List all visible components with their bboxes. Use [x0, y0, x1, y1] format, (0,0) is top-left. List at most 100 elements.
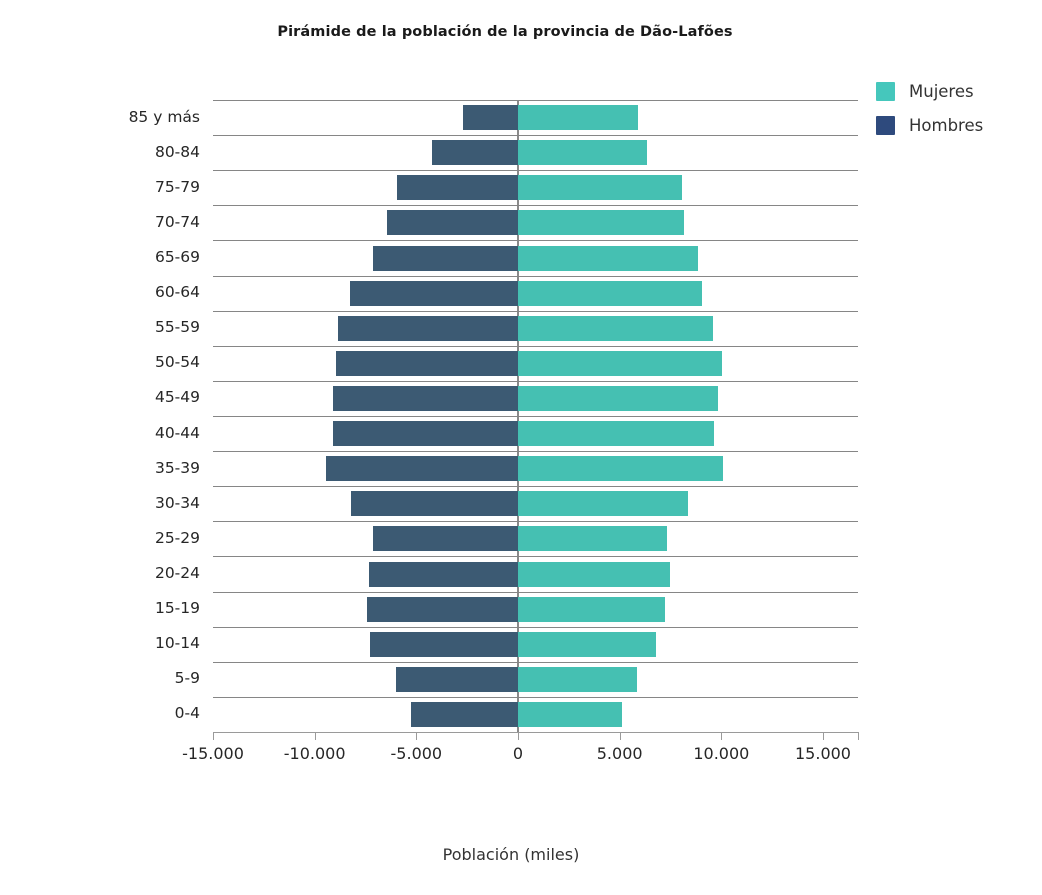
bar-mujeres[interactable] [518, 315, 713, 341]
category-gridline [213, 135, 858, 136]
category-gridline [213, 627, 858, 628]
bar-hombres[interactable] [397, 175, 518, 201]
bar-mujeres[interactable] [518, 245, 698, 271]
bar-hombres[interactable] [338, 315, 518, 341]
bar-hombres[interactable] [431, 140, 518, 166]
bar-hombres[interactable] [373, 526, 518, 552]
y-axis-tick-label: 10-14 [154, 634, 200, 653]
x-axis-tick-label: 5.000 [596, 744, 643, 763]
x-axis-tick [416, 732, 418, 740]
bar-mujeres[interactable] [518, 421, 714, 447]
chart-title: Pirámide de la población de la provincia… [277, 24, 733, 40]
y-axis-tick-label: 75-79 [154, 177, 200, 196]
bar-mujeres[interactable] [518, 526, 668, 552]
y-axis-tick-label: 85 y más [128, 107, 200, 126]
category-gridline [213, 311, 858, 312]
legend-swatch-mujeres [876, 81, 895, 101]
category-gridline [213, 240, 858, 241]
category-gridline [213, 346, 858, 347]
bar-mujeres[interactable] [518, 280, 703, 306]
bar-hombres[interactable] [367, 596, 518, 622]
legend-item-hombres[interactable]: Hombres [876, 108, 1036, 142]
bar-mujeres[interactable] [518, 175, 682, 201]
x-axis-tick [518, 732, 519, 740]
bar-mujeres[interactable] [518, 350, 722, 376]
x-axis-tick [823, 732, 824, 740]
x-axis-tick-label: 10.000 [693, 744, 750, 763]
bar-hombres[interactable] [350, 280, 518, 306]
bar-hombres[interactable] [351, 491, 518, 517]
legend-label-hombres: Hombres [909, 115, 984, 135]
bar-hombres[interactable] [463, 105, 518, 131]
y-axis-tick-label: 25-29 [154, 528, 200, 547]
bar-mujeres[interactable] [518, 666, 637, 692]
bar-hombres[interactable] [332, 421, 518, 447]
y-axis-tick-label: 70-74 [154, 212, 200, 231]
bar-mujeres[interactable] [518, 105, 638, 131]
category-gridline [213, 451, 858, 452]
x-axis-tick-label: 0 [512, 744, 524, 763]
bar-mujeres[interactable] [518, 140, 647, 166]
y-axis-tick-label: 35-39 [154, 458, 200, 477]
legend-label-mujeres: Mujeres [909, 81, 974, 101]
category-gridline [213, 521, 858, 522]
bar-mujeres[interactable] [518, 491, 688, 517]
y-axis-labels: 85 y más 80-84 75-79 70-74 65-69 60-64 55-59 50… [65, 100, 200, 732]
category-gridline [213, 486, 858, 487]
bar-hombres[interactable] [387, 210, 518, 236]
legend-swatch-hombres [876, 115, 895, 135]
x-axis-line [213, 732, 858, 733]
x-axis-tick-label: -15.000 [182, 744, 244, 763]
category-gridline [213, 100, 858, 101]
bar-mujeres[interactable] [518, 385, 719, 411]
y-axis-tick-label: 50-54 [154, 353, 200, 372]
y-axis-tick-label: 45-49 [154, 388, 200, 407]
category-gridline [213, 697, 858, 698]
bar-mujeres[interactable] [518, 456, 723, 482]
category-gridline [213, 592, 858, 593]
x-axis-tick [619, 732, 621, 740]
x-axis-tick-label: -10.000 [283, 744, 346, 763]
y-axis-tick-label: 80-84 [154, 142, 200, 161]
bar-hombres[interactable] [411, 701, 518, 727]
bar-mujeres[interactable] [518, 631, 657, 657]
x-axis-tick [314, 732, 316, 740]
x-axis-tick [721, 732, 723, 740]
x-axis-tick [213, 732, 214, 740]
category-gridline [213, 381, 858, 382]
bar-hombres[interactable] [369, 631, 518, 657]
y-axis-tick-label: 40-44 [154, 423, 200, 442]
legend-item-mujeres[interactable]: Mujeres [876, 74, 1036, 108]
bar-hombres[interactable] [332, 385, 518, 411]
bar-mujeres[interactable] [518, 210, 684, 236]
bar-hombres[interactable] [368, 561, 518, 587]
bar-mujeres[interactable] [518, 701, 623, 727]
y-axis-tick-label: 5-9 [174, 669, 200, 688]
x-axis-tick-label: -5.000 [390, 744, 443, 763]
y-axis-tick-label: 20-24 [154, 564, 200, 582]
category-gridline [213, 276, 858, 277]
category-gridline [213, 170, 858, 171]
bar-mujeres[interactable] [518, 596, 665, 622]
y-axis-tick-label: 60-64 [154, 283, 200, 302]
y-axis-tick-label: 15-19 [154, 599, 200, 618]
category-gridline [213, 662, 858, 663]
category-gridline [213, 205, 858, 206]
category-gridline [213, 556, 858, 557]
bar-hombres[interactable] [336, 350, 518, 376]
y-axis-tick-label: 55-59 [154, 318, 200, 337]
bar-hombres[interactable] [373, 245, 518, 271]
category-gridline [213, 416, 858, 417]
bar-hombres[interactable] [396, 666, 518, 692]
y-axis-tick-label: 65-69 [154, 248, 200, 266]
chart-legend: Mujeres Hombres [876, 74, 1036, 142]
bar-hombres[interactable] [326, 456, 518, 482]
y-axis-tick-label: 30-34 [154, 493, 200, 512]
y-axis-tick-label: 0-4 [174, 704, 200, 723]
bar-mujeres[interactable] [518, 561, 670, 587]
plot-area [213, 100, 858, 733]
x-axis-title: Población (miles) [442, 845, 580, 864]
x-axis-end-cap [858, 732, 859, 740]
x-axis-tick-label: 15.000 [795, 744, 851, 763]
